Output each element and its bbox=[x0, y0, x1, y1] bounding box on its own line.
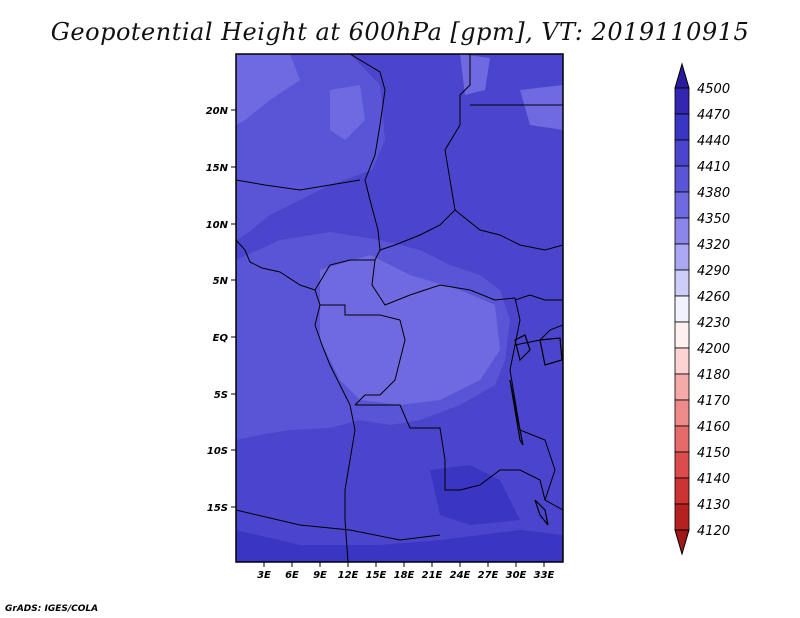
map-borders bbox=[236, 54, 563, 562]
colorbar-arrow-bottom bbox=[674, 529, 690, 556]
colorbar-segment bbox=[674, 87, 690, 115]
colorbar-label: 4440 bbox=[697, 134, 730, 149]
colorbar-segment bbox=[674, 139, 690, 167]
lakes bbox=[509, 334, 563, 526]
colorbar-segment bbox=[674, 373, 690, 401]
border-angola bbox=[355, 404, 460, 491]
colorbar-label: 4290 bbox=[697, 264, 730, 279]
lake-malawi bbox=[534, 499, 549, 526]
lat-label: 5N bbox=[213, 276, 229, 287]
border-namibia bbox=[236, 509, 441, 541]
field-zone-south bbox=[236, 530, 563, 562]
colorbar-segment bbox=[674, 399, 690, 427]
field-zone-se bbox=[430, 465, 520, 525]
lon-label: 9E bbox=[313, 570, 327, 581]
colorbar-label: 4380 bbox=[697, 186, 730, 201]
border-kenya-north bbox=[514, 294, 563, 301]
colorbar-label: 4150 bbox=[697, 446, 730, 461]
lat-label: 10S bbox=[207, 446, 228, 457]
colorbar-segment bbox=[674, 113, 690, 141]
lon-label: 27E bbox=[478, 570, 499, 581]
colorbar-arrow-top bbox=[674, 62, 690, 89]
colorbar: 4500 4470 4440 4410 4380 4350 4320 4290 4260 4230… bbox=[674, 62, 730, 556]
border-south-sudan bbox=[454, 209, 563, 251]
footer-credit: GrADS: IGES/COLA bbox=[5, 604, 99, 614]
colorbar-segment bbox=[674, 243, 690, 271]
map-title: Geopotential Height at 600hPa [gpm], VT:… bbox=[50, 18, 750, 46]
colorbar-segment bbox=[674, 477, 690, 505]
lat-axis: 20N 15N 10N 5N EQ 5S 10S 15S bbox=[206, 106, 236, 514]
field-zone-ne-light bbox=[520, 85, 563, 130]
lon-label: 21E bbox=[422, 570, 443, 581]
border-chad-sudan bbox=[379, 54, 471, 251]
lon-axis: 3E 6E 9E 12E 15E 18E 21E 24E 27E 30E 33E bbox=[257, 562, 555, 581]
colorbar-segment bbox=[674, 503, 690, 531]
lon-label: 6E bbox=[285, 570, 299, 581]
lat-label: 15S bbox=[207, 503, 228, 514]
colorbar-label: 4320 bbox=[697, 238, 730, 253]
colorbar-label: 4260 bbox=[697, 290, 730, 305]
border-car bbox=[371, 259, 516, 306]
colorbar-label: 4410 bbox=[697, 160, 730, 175]
border-sahel bbox=[236, 179, 361, 191]
colorbar-label: 4500 bbox=[697, 82, 730, 97]
lon-label: 15E bbox=[366, 570, 387, 581]
colorbar-segment bbox=[674, 191, 690, 219]
colorbar-label: 4470 bbox=[697, 108, 730, 123]
lake-victoria bbox=[539, 337, 563, 366]
colorbar-label: 4120 bbox=[697, 524, 730, 539]
border-niger-chad bbox=[349, 54, 386, 251]
lon-label: 18E bbox=[394, 570, 415, 581]
border-cameroon-north bbox=[314, 249, 381, 291]
colorbar-segment bbox=[674, 295, 690, 323]
colorbar-segment bbox=[674, 217, 690, 245]
border-gabon bbox=[320, 304, 401, 321]
lat-label: 5S bbox=[214, 390, 228, 401]
lon-label: 30E bbox=[506, 570, 527, 581]
lake-albert bbox=[514, 334, 531, 362]
colorbar-segment bbox=[674, 269, 690, 297]
colorbar-label: 4230 bbox=[697, 316, 730, 331]
colorbar-segment bbox=[674, 425, 690, 453]
lon-label: 24E bbox=[450, 570, 471, 581]
border-drc-east bbox=[509, 297, 521, 431]
lat-label: 20N bbox=[206, 106, 229, 117]
lat-label: EQ bbox=[213, 333, 229, 344]
border-tanzania bbox=[519, 429, 563, 511]
colorbar-label: 4160 bbox=[697, 420, 730, 435]
border-zambia bbox=[459, 469, 546, 501]
colorbar-label: 4200 bbox=[697, 342, 730, 357]
field-zone-nw-light bbox=[236, 54, 300, 125]
colorbar-label: 4350 bbox=[697, 212, 730, 227]
colorbar-segment bbox=[674, 165, 690, 193]
lake-tanganyika bbox=[509, 379, 524, 446]
colorbar-label: 4130 bbox=[697, 498, 730, 513]
border-congo bbox=[354, 319, 406, 406]
lon-label: 33E bbox=[534, 570, 555, 581]
colorbar-label: 4140 bbox=[697, 472, 730, 487]
lon-label: 3E bbox=[257, 570, 271, 581]
colorbar-label: 4180 bbox=[697, 368, 730, 383]
colorbar-segment bbox=[674, 451, 690, 479]
lon-label: 12E bbox=[338, 570, 359, 581]
coastline-west bbox=[236, 239, 356, 562]
colorbar-segment bbox=[674, 347, 690, 375]
field-zone-patch bbox=[330, 85, 365, 140]
colorbar-segment bbox=[674, 321, 690, 349]
map-field bbox=[236, 54, 563, 562]
lat-label: 10N bbox=[206, 220, 229, 231]
field-zone-n-light bbox=[460, 54, 490, 95]
field-zone-central-light bbox=[320, 255, 500, 405]
lat-label: 15N bbox=[206, 163, 229, 174]
colorbar-label: 4170 bbox=[697, 394, 730, 409]
map-frame bbox=[235, 53, 564, 563]
